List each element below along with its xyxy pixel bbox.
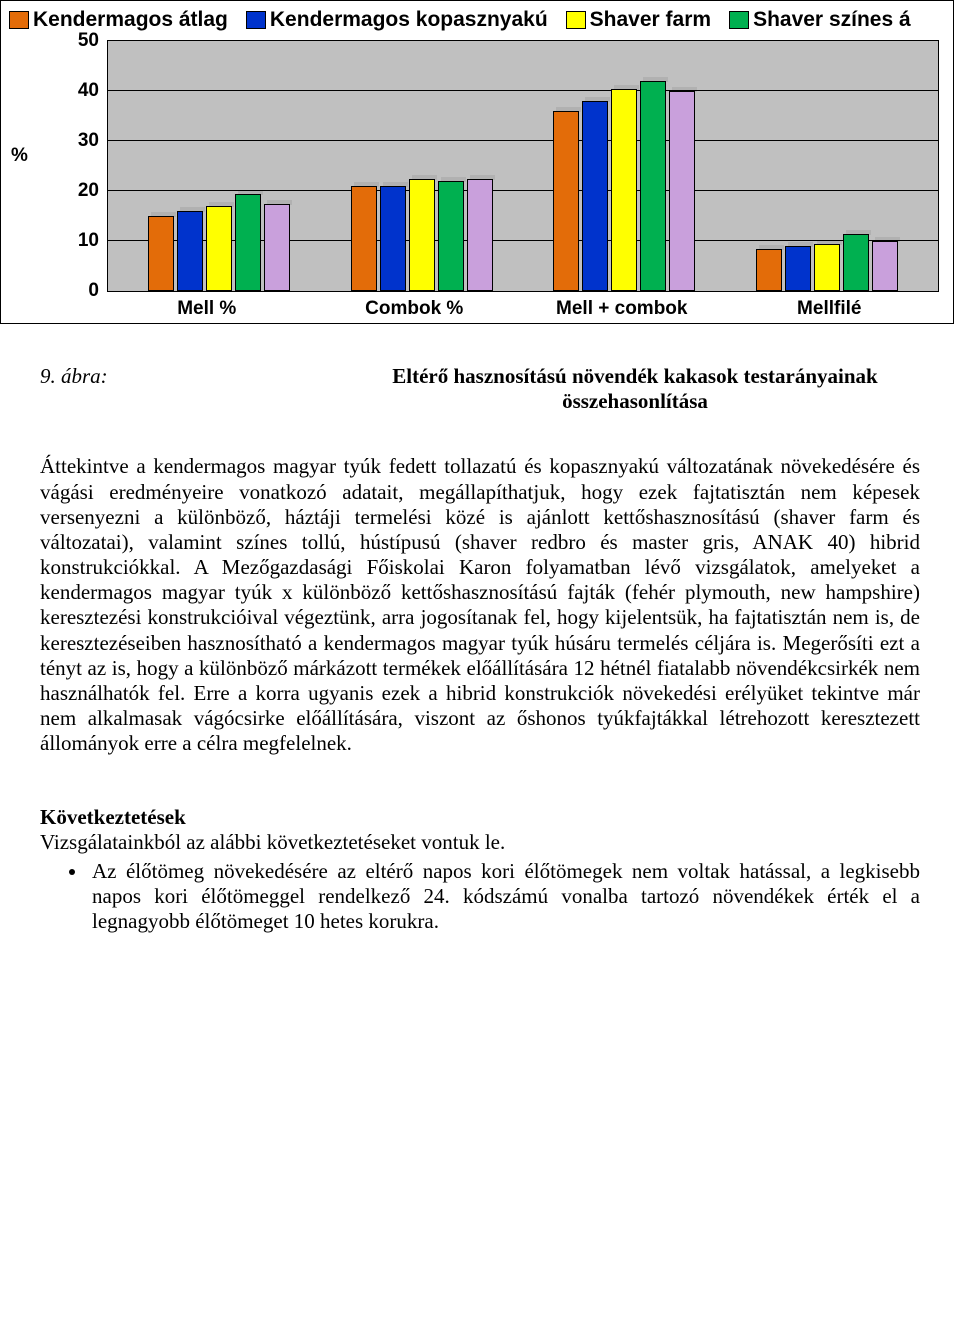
caption-label: 9. ábra:	[40, 364, 340, 414]
bar-group	[321, 179, 524, 292]
x-tick-label: Mell + combok	[518, 298, 726, 321]
bar	[206, 206, 232, 291]
legend-swatch	[566, 11, 586, 29]
chart-body: % 01020304050	[3, 38, 951, 294]
y-tick: 10	[59, 230, 99, 253]
legend-swatch	[246, 11, 266, 29]
legend-label: Kendermagos átlag	[33, 7, 228, 32]
bar	[582, 101, 608, 291]
bar-group	[523, 81, 726, 291]
legend-swatch	[729, 11, 749, 29]
bar	[669, 91, 695, 291]
bar	[640, 81, 666, 291]
chart-container: Kendermagos átlag Kendermagos kopasznyakú…	[0, 0, 954, 324]
bar	[438, 181, 464, 291]
bar	[235, 194, 261, 292]
x-tick-label: Combok %	[311, 298, 519, 321]
legend-item: Kendermagos átlag	[9, 7, 228, 32]
chart-y-labels: % 01020304050	[7, 40, 107, 292]
y-axis-title: %	[11, 145, 28, 168]
x-tick-label: Mell %	[103, 298, 311, 321]
conclusions-title: Következtetések	[40, 805, 920, 830]
bar	[380, 186, 406, 291]
figure-caption: 9. ábra: Eltérő hasznosítású növendék ka…	[40, 364, 930, 414]
bar-group	[118, 194, 321, 292]
bar	[611, 89, 637, 292]
bar	[814, 244, 840, 292]
bar	[872, 241, 898, 291]
chart-bar-groups	[108, 41, 938, 291]
conclusions-list: Az élőtömeg növekedésére az eltérő napos…	[40, 859, 920, 935]
legend-label: Shaver farm	[590, 7, 711, 32]
caption-title-line1: Eltérő hasznosítású növendék kakasok tes…	[392, 364, 877, 388]
y-tick: 50	[59, 30, 99, 53]
bar	[843, 234, 869, 292]
y-tick: 30	[59, 130, 99, 153]
bar	[756, 249, 782, 292]
y-tick: 0	[59, 280, 99, 303]
bar	[409, 179, 435, 292]
body-paragraph: Áttekintve a kendermagos magyar tyúk fed…	[0, 454, 960, 756]
list-item: Az élőtömeg növekedésére az eltérő napos…	[88, 859, 920, 935]
legend-item: Kendermagos kopasznyakú	[246, 7, 548, 32]
bar	[177, 211, 203, 291]
conclusions-intro: Vizsgálatainkból az alábbi következtetés…	[40, 830, 920, 855]
y-tick: 40	[59, 80, 99, 103]
bar	[785, 246, 811, 291]
caption-title-line2: összehasonlítása	[562, 389, 708, 413]
legend-item: Shaver színes á	[729, 7, 911, 32]
y-tick: 20	[59, 180, 99, 203]
caption-title: Eltérő hasznosítású növendék kakasok tes…	[340, 364, 930, 414]
legend-label: Shaver színes á	[753, 7, 911, 32]
conclusions-section: Következtetések Vizsgálatainkból az aláb…	[0, 805, 960, 935]
x-tick-label: Mellfilé	[726, 298, 934, 321]
bar	[351, 186, 377, 291]
x-axis-labels: Mell %Combok %Mell + combokMellfilé	[103, 294, 933, 321]
chart-legend: Kendermagos átlag Kendermagos kopasznyakú…	[3, 5, 951, 38]
legend-item: Shaver farm	[566, 7, 711, 32]
bar	[148, 216, 174, 291]
bar	[264, 204, 290, 292]
bar	[467, 179, 493, 292]
chart-plot	[107, 40, 939, 292]
bar	[553, 111, 579, 291]
legend-label: Kendermagos kopasznyakú	[270, 7, 548, 32]
bar-group	[726, 234, 929, 292]
legend-swatch	[9, 11, 29, 29]
